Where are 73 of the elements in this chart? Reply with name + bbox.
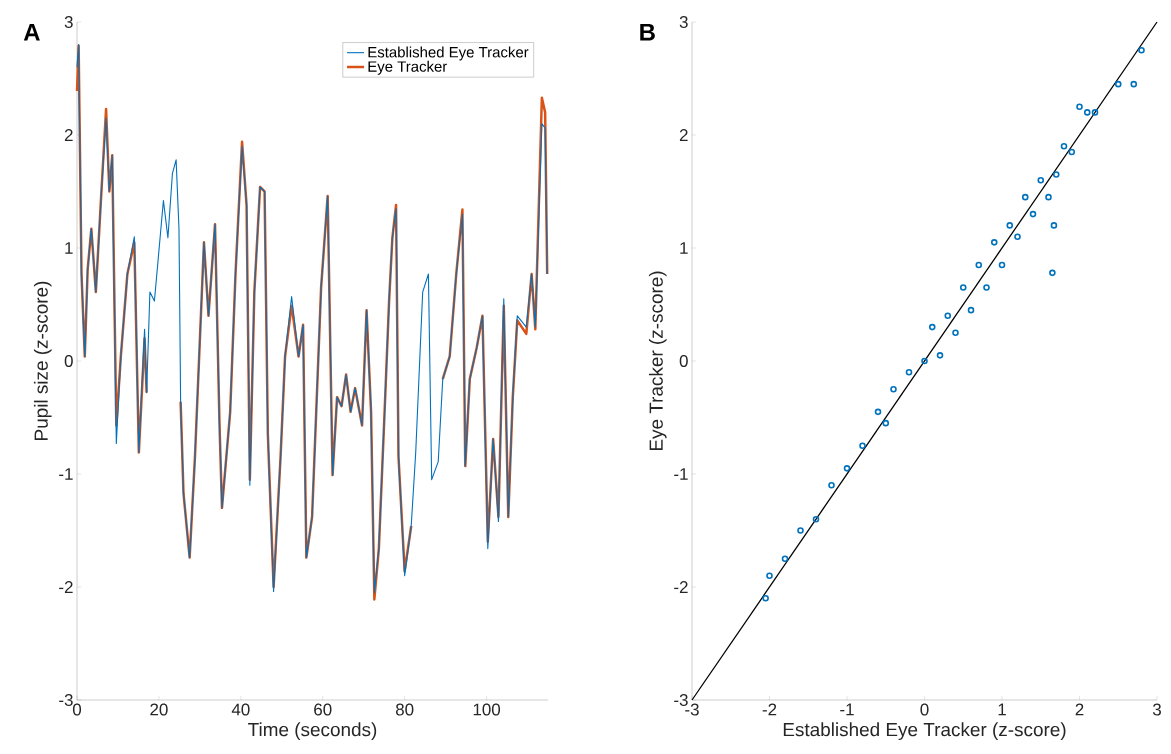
x-tick-label: -1 [840,703,854,716]
point [983,284,990,291]
point [936,352,944,359]
text: A [23,23,40,41]
point [959,284,967,291]
y-axis-title: Eye Tracker (z-score) [648,271,667,451]
point [1091,109,1099,116]
point [762,595,769,602]
point [1006,222,1014,229]
x-tick-label: 1 [998,703,1006,716]
point [990,239,998,246]
x-tick-label: 3 [1152,703,1161,716]
point [1050,222,1058,229]
point [1052,171,1060,178]
point [797,527,804,534]
point [882,419,890,427]
y-tick-label: 3 [64,16,73,28]
legend-label: Established Eye Tracker [368,46,529,61]
point [1021,193,1029,201]
point [944,312,952,320]
y-tick-label: 0 [679,355,688,367]
y-tick-label: 3 [679,16,688,28]
x-tick-label: 2 [1075,703,1084,716]
text: B [640,23,655,41]
point [967,306,975,314]
point [1049,269,1056,277]
y-tick-label: -1 [674,468,688,480]
point [781,555,789,563]
x-tick-label: 100 [473,703,501,716]
x-tick-label: 80 [395,703,414,716]
point [1114,80,1122,88]
y-tick-label: 1 [65,242,73,254]
x-axis-title: Established Eye Tracker (z-score) [783,722,1066,740]
point [1060,143,1068,150]
point [975,261,983,269]
x-axis-title: Time (seconds) [248,722,377,740]
legend-label: Eye Tracker [368,60,448,75]
point [998,261,1006,269]
point [874,408,882,416]
y-tick-label: -3 [59,694,73,706]
y-tick-label: 2 [679,129,688,141]
point [921,357,928,365]
point [812,515,820,523]
x-tick-label: -2 [762,703,777,716]
point [890,385,897,393]
y-tick-label: -2 [59,581,73,593]
point [859,442,866,450]
point [905,369,913,376]
x-tick-label: 0 [920,703,929,716]
point [1138,46,1145,54]
y-tick-label: 2 [64,129,73,141]
point [1083,109,1091,116]
point [1130,80,1138,88]
point [952,329,959,337]
point [928,323,936,331]
point [1045,193,1052,201]
point [1076,103,1083,111]
point [828,482,835,489]
y-axis-title: Pupil size (z-score) [33,281,52,440]
point [1037,176,1045,184]
point [766,572,773,579]
point [1029,210,1037,218]
point [843,465,851,472]
point [1014,233,1021,240]
x-tick-label: 60 [314,703,332,716]
y-tick-label: 0 [64,355,73,367]
x-tick-label: 20 [150,703,168,716]
x-tick-label: 0 [72,703,82,716]
point [1068,148,1076,156]
y-tick-label: -2 [674,581,688,593]
y-tick-label: 1 [680,242,688,254]
x-tick-label: 40 [231,703,250,716]
y-tick-label: -1 [59,468,73,480]
